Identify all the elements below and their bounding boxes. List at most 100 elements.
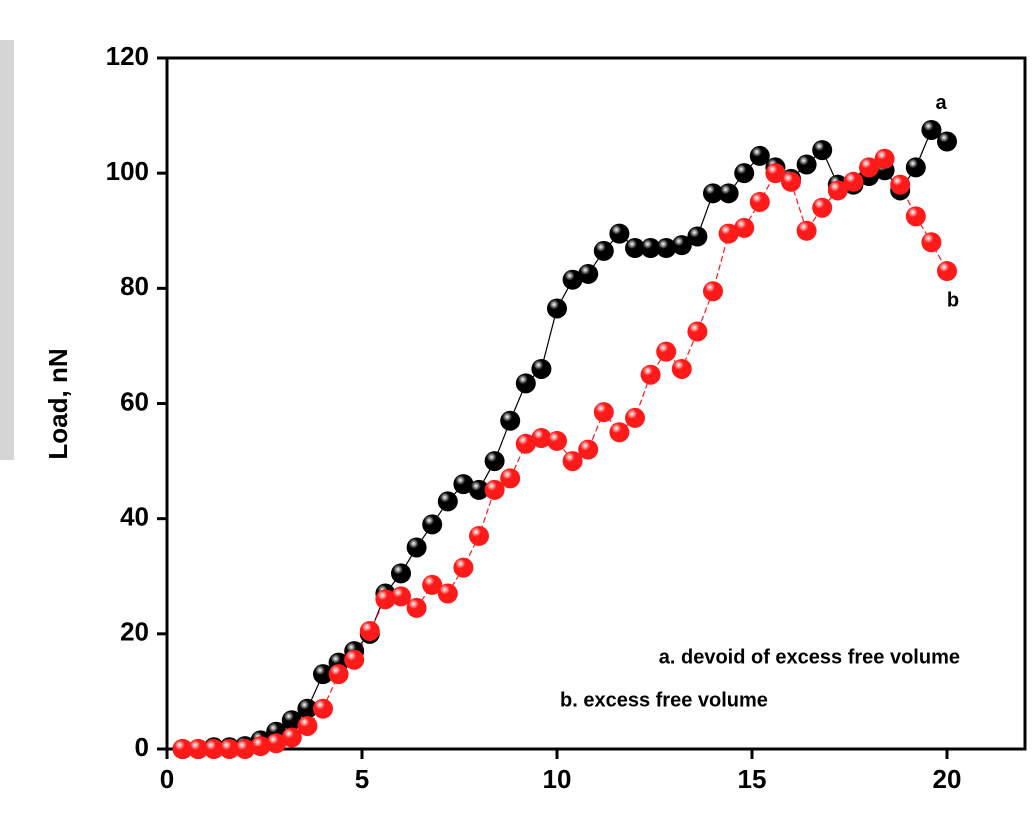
data-point	[172, 739, 193, 759]
data-point	[734, 163, 755, 184]
y-tick-label: 60	[120, 386, 149, 416]
data-point	[905, 206, 926, 227]
x-tick-label: 20	[933, 764, 962, 794]
data-point	[344, 649, 365, 670]
data-point	[937, 131, 957, 152]
data-point	[578, 263, 599, 284]
legend-entry: a. devoid of excess free volume	[659, 646, 960, 668]
data-point	[515, 373, 536, 394]
data-point	[827, 180, 848, 201]
data-point	[796, 220, 817, 241]
data-point	[656, 341, 677, 362]
data-point	[921, 232, 942, 253]
x-tick-label: 10	[543, 764, 572, 794]
data-point	[890, 174, 911, 195]
data-point	[703, 281, 723, 302]
data-point	[687, 226, 708, 247]
data-point	[547, 298, 567, 319]
data-point	[734, 217, 755, 238]
data-point	[422, 514, 443, 535]
data-point	[422, 574, 443, 595]
data-point	[843, 171, 864, 192]
y-axis-label: Load, nN	[43, 348, 73, 459]
data-point	[609, 223, 630, 244]
data-point	[593, 240, 614, 261]
data-point	[500, 410, 521, 431]
data-point	[406, 597, 427, 618]
data-point	[391, 563, 411, 584]
data-point	[781, 171, 801, 192]
data-point	[765, 163, 786, 184]
data-point	[500, 468, 521, 489]
data-point	[469, 479, 489, 500]
legend-entry: b. excess free volume	[560, 689, 768, 711]
data-point	[749, 191, 770, 212]
data-point	[671, 358, 692, 379]
x-tick-label: 15	[738, 764, 767, 794]
data-point	[188, 739, 209, 759]
data-point	[609, 422, 630, 443]
data-point	[547, 430, 567, 451]
data-point	[718, 183, 739, 204]
series-end-label: a	[935, 92, 947, 114]
data-point	[484, 451, 505, 472]
data-point	[812, 197, 833, 218]
data-point	[531, 358, 552, 379]
data-point	[562, 451, 583, 472]
y-tick-label: 100	[106, 156, 149, 186]
data-point	[469, 525, 489, 546]
y-tick-label: 80	[120, 271, 149, 301]
data-point	[921, 119, 942, 140]
data-point	[219, 739, 240, 759]
data-point	[859, 157, 879, 178]
data-point	[937, 261, 957, 282]
data-point	[625, 407, 645, 428]
data-point	[515, 433, 536, 454]
data-point	[313, 664, 333, 685]
data-point	[640, 238, 661, 259]
y-tick-label: 0	[135, 732, 149, 762]
data-point	[531, 428, 552, 449]
y-tick-label: 20	[120, 617, 149, 647]
data-point	[250, 736, 271, 757]
series-end-label: b	[947, 289, 959, 311]
data-point	[640, 364, 661, 385]
data-point	[437, 583, 458, 604]
data-point	[328, 664, 349, 685]
data-point	[375, 589, 396, 610]
data-point	[625, 238, 645, 259]
data-point	[656, 238, 677, 259]
data-point	[874, 148, 895, 169]
data-point	[266, 733, 287, 754]
data-point	[562, 269, 583, 290]
data-point	[812, 140, 833, 161]
data-point	[718, 223, 739, 244]
data-point	[203, 739, 224, 759]
data-point	[453, 474, 474, 495]
data-point	[578, 439, 599, 460]
data-point	[281, 710, 302, 731]
data-point	[235, 739, 255, 759]
data-point	[484, 479, 505, 500]
data-point	[313, 698, 333, 719]
data-point	[687, 321, 708, 342]
data-point	[453, 557, 474, 578]
x-tick-label: 5	[355, 764, 369, 794]
data-point	[593, 402, 614, 423]
cropped-image	[0, 40, 14, 460]
data-point	[406, 537, 427, 558]
data-point	[796, 154, 817, 175]
y-tick-label: 120	[106, 41, 149, 71]
data-point	[297, 698, 318, 719]
x-tick-label: 0	[160, 764, 174, 794]
data-point	[359, 620, 380, 641]
data-point	[905, 157, 926, 178]
data-point	[281, 727, 302, 748]
data-point	[391, 586, 411, 607]
y-tick-label: 40	[120, 502, 149, 532]
data-point	[703, 183, 723, 204]
data-point	[437, 491, 458, 512]
data-point	[749, 145, 770, 166]
